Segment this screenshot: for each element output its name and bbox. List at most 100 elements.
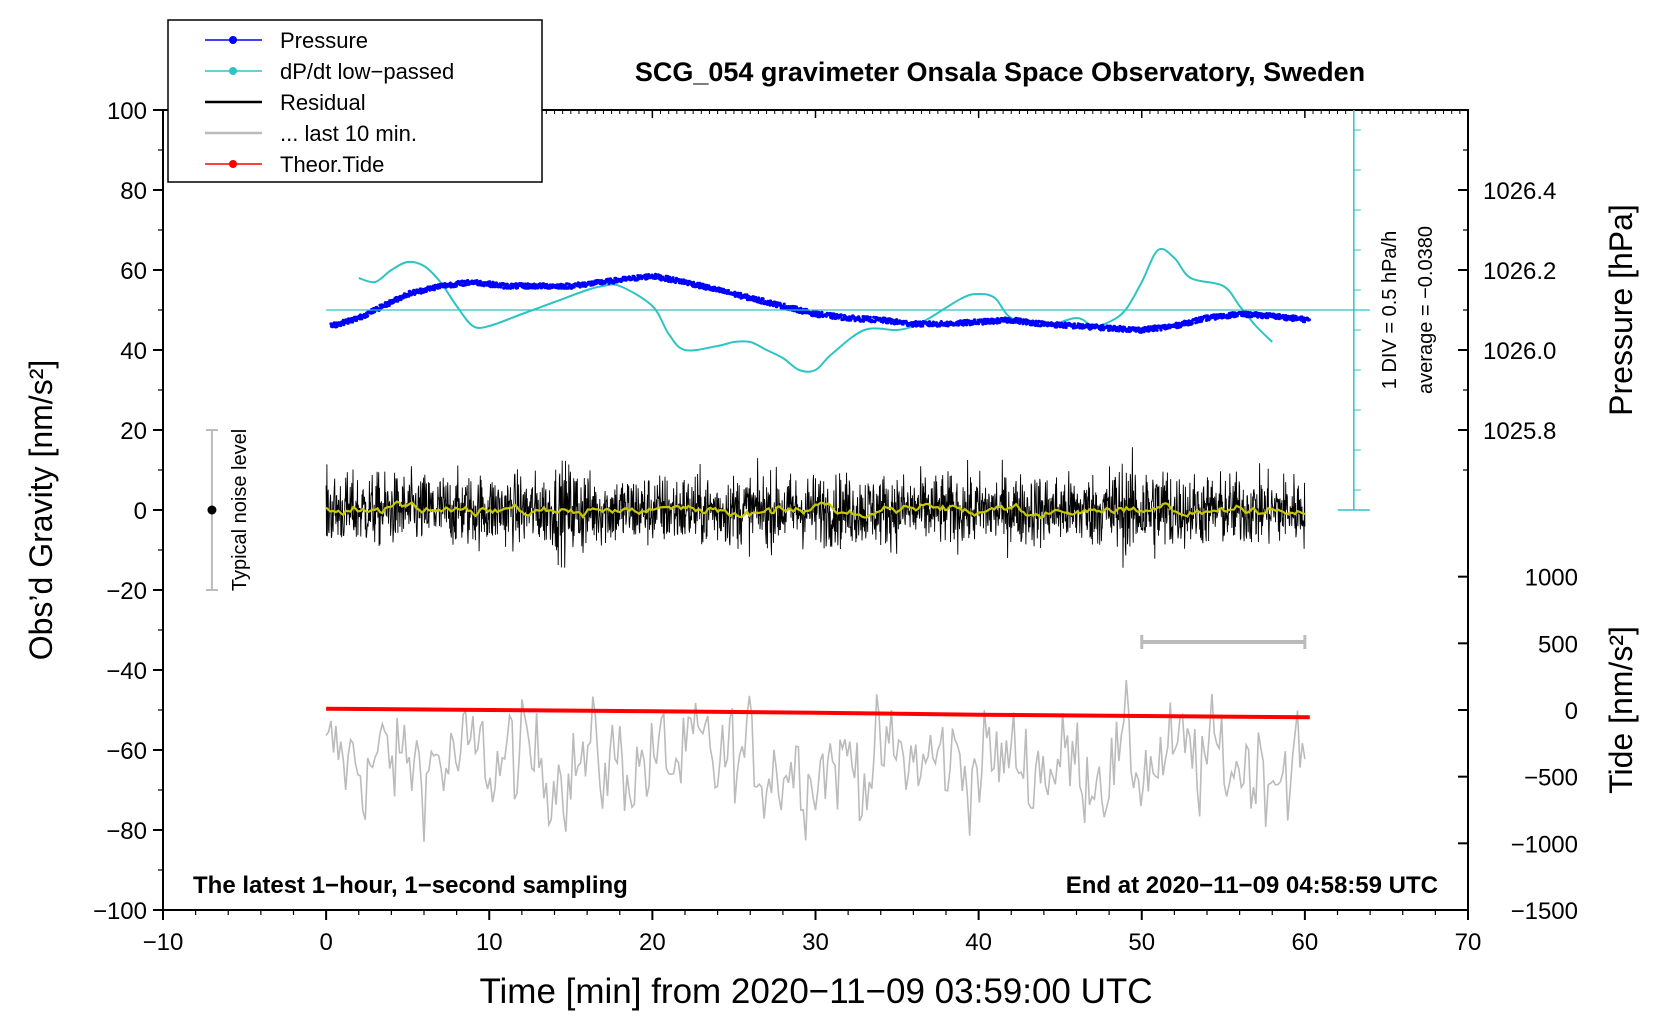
- y-tick-label: −40: [106, 658, 147, 685]
- y-tick-label: −100: [93, 898, 147, 925]
- x-tick-label: 70: [1455, 929, 1482, 956]
- tide-tick-label: 1000: [1525, 565, 1578, 592]
- y-axis-tide: −1500 −1000 −500 0 500 1000: [1458, 565, 1578, 925]
- pressure-point: [511, 286, 515, 290]
- pressure-point: [820, 310, 824, 314]
- pressure-point: [366, 314, 370, 318]
- y-axis-label-left: Obs’d Gravity [nm/s²]: [23, 360, 59, 661]
- x-tick-label: 30: [802, 929, 829, 956]
- y-axis-pressure: 1025.8 1026.0 1026.2 1026.4: [1458, 149, 1556, 471]
- y-tick-label: −80: [106, 818, 147, 845]
- y-tick-label: −60: [106, 738, 147, 765]
- pressure-point: [1055, 325, 1059, 329]
- x-tick-label: 50: [1128, 929, 1155, 956]
- pressure-point: [407, 294, 411, 298]
- div-label: 1 DIV = 0.5 hPa/h: [1379, 231, 1401, 389]
- legend-swatch-marker: [229, 36, 237, 44]
- dpdt-axis: [326, 110, 1370, 511]
- legend-item: ... last 10 min.: [205, 121, 417, 146]
- series-theor-tide: [326, 706, 1310, 720]
- pressure-point: [1072, 322, 1076, 326]
- noise-bar-dot: [207, 505, 217, 515]
- x-tick-label: 20: [639, 929, 666, 956]
- pressure-point: [572, 285, 576, 289]
- pressure-point: [839, 313, 844, 317]
- bottom-right-note: End at 2020−11−09 04:58:59 UTC: [1066, 872, 1438, 899]
- pressure-point: [914, 320, 918, 324]
- y-tick-label: 100: [107, 98, 147, 125]
- pressure-tick-label: 1026.4: [1483, 178, 1556, 205]
- legend: Pressure dP/dt low−passed Residual ... last…: [167, 19, 543, 183]
- legend-item: dP/dt low−passed: [205, 59, 454, 84]
- pressure-point: [1190, 321, 1194, 325]
- pressure-point: [671, 276, 675, 280]
- series-pressure: [329, 272, 1311, 334]
- y-tick-label: 80: [120, 178, 147, 205]
- bottom-left-note: The latest 1−hour, 1−second sampling: [193, 872, 628, 899]
- x-tick-label: 0: [319, 929, 332, 956]
- series-dpdt: [358, 247, 1273, 373]
- pressure-point: [761, 297, 765, 301]
- pressure-point: [832, 312, 836, 316]
- tide-tick-label: 500: [1538, 631, 1578, 658]
- pressure-point: [667, 279, 671, 283]
- series-residual: [325, 447, 1306, 568]
- pressure-point: [582, 281, 587, 285]
- x-axis: −10 0 10 20 30 40 50 60 70: [143, 110, 1482, 956]
- y-tick-label: 60: [120, 258, 147, 285]
- legend-swatch-marker: [229, 160, 237, 168]
- legend-item: Residual: [205, 90, 366, 115]
- x-tick-label: 40: [965, 929, 992, 956]
- series-residual-smoothed: [325, 500, 1306, 520]
- legend-item: Theor.Tide: [205, 152, 384, 177]
- pressure-point: [701, 282, 705, 286]
- pressure-point: [1155, 328, 1159, 332]
- y-tick-label: 0: [134, 498, 147, 525]
- pressure-point: [921, 324, 925, 328]
- y-axis-left: −100 −80 −60 −40 −20 0 20 40 60 80 100: [93, 98, 163, 925]
- legend-swatch-marker: [229, 67, 237, 75]
- x-tick-label: 60: [1292, 929, 1319, 956]
- pressure-point: [927, 320, 932, 324]
- legend-label: Residual: [280, 90, 366, 115]
- pressure-point: [1159, 328, 1163, 332]
- pressure-point: [1049, 321, 1053, 325]
- pressure-point: [972, 318, 977, 322]
- pressure-point: [704, 287, 708, 291]
- series-layer: [325, 247, 1311, 842]
- y-axis-label-tide: Tide [nm/s²]: [1603, 626, 1639, 794]
- legend-label: dP/dt low−passed: [280, 59, 454, 84]
- legend-label: Theor.Tide: [280, 152, 384, 177]
- pressure-point: [339, 323, 343, 328]
- chart-title: SCG_054 gravimeter Onsala Space Observat…: [635, 57, 1365, 87]
- pressure-point: [432, 288, 436, 292]
- tide-tick-label: 0: [1565, 698, 1578, 725]
- y-tick-label: 20: [120, 418, 147, 445]
- pressure-tick-label: 1026.2: [1483, 258, 1556, 285]
- pressure-point: [627, 275, 632, 279]
- pressure-point: [607, 281, 611, 286]
- pressure-point: [782, 302, 786, 306]
- y-tick-label: −20: [106, 578, 147, 605]
- pressure-tick-label: 1026.0: [1483, 338, 1556, 365]
- pressure-point: [868, 315, 872, 319]
- pressure-point: [1214, 313, 1218, 317]
- tide-tick-label: −1000: [1511, 831, 1578, 858]
- tide-tick-label: −500: [1524, 765, 1578, 792]
- pressure-point: [794, 305, 799, 309]
- pressure-point: [998, 320, 1002, 324]
- x-tick-label: 10: [476, 929, 503, 956]
- legend-label: Pressure: [280, 28, 368, 53]
- x-tick-label: −10: [143, 929, 184, 956]
- tide-tick-label: −1500: [1511, 898, 1578, 925]
- pressure-point: [346, 321, 350, 325]
- noise-label: Typical noise level: [229, 429, 251, 591]
- pressure-point: [965, 323, 969, 327]
- pressure-point: [726, 288, 731, 293]
- pressure-tick-label: 1025.8: [1483, 418, 1556, 445]
- average-label: average = −0.0380: [1415, 226, 1437, 394]
- series-last-10-min: [325, 679, 1306, 842]
- y-tick-label: 40: [120, 338, 147, 365]
- noise-level-bar: [205, 429, 218, 591]
